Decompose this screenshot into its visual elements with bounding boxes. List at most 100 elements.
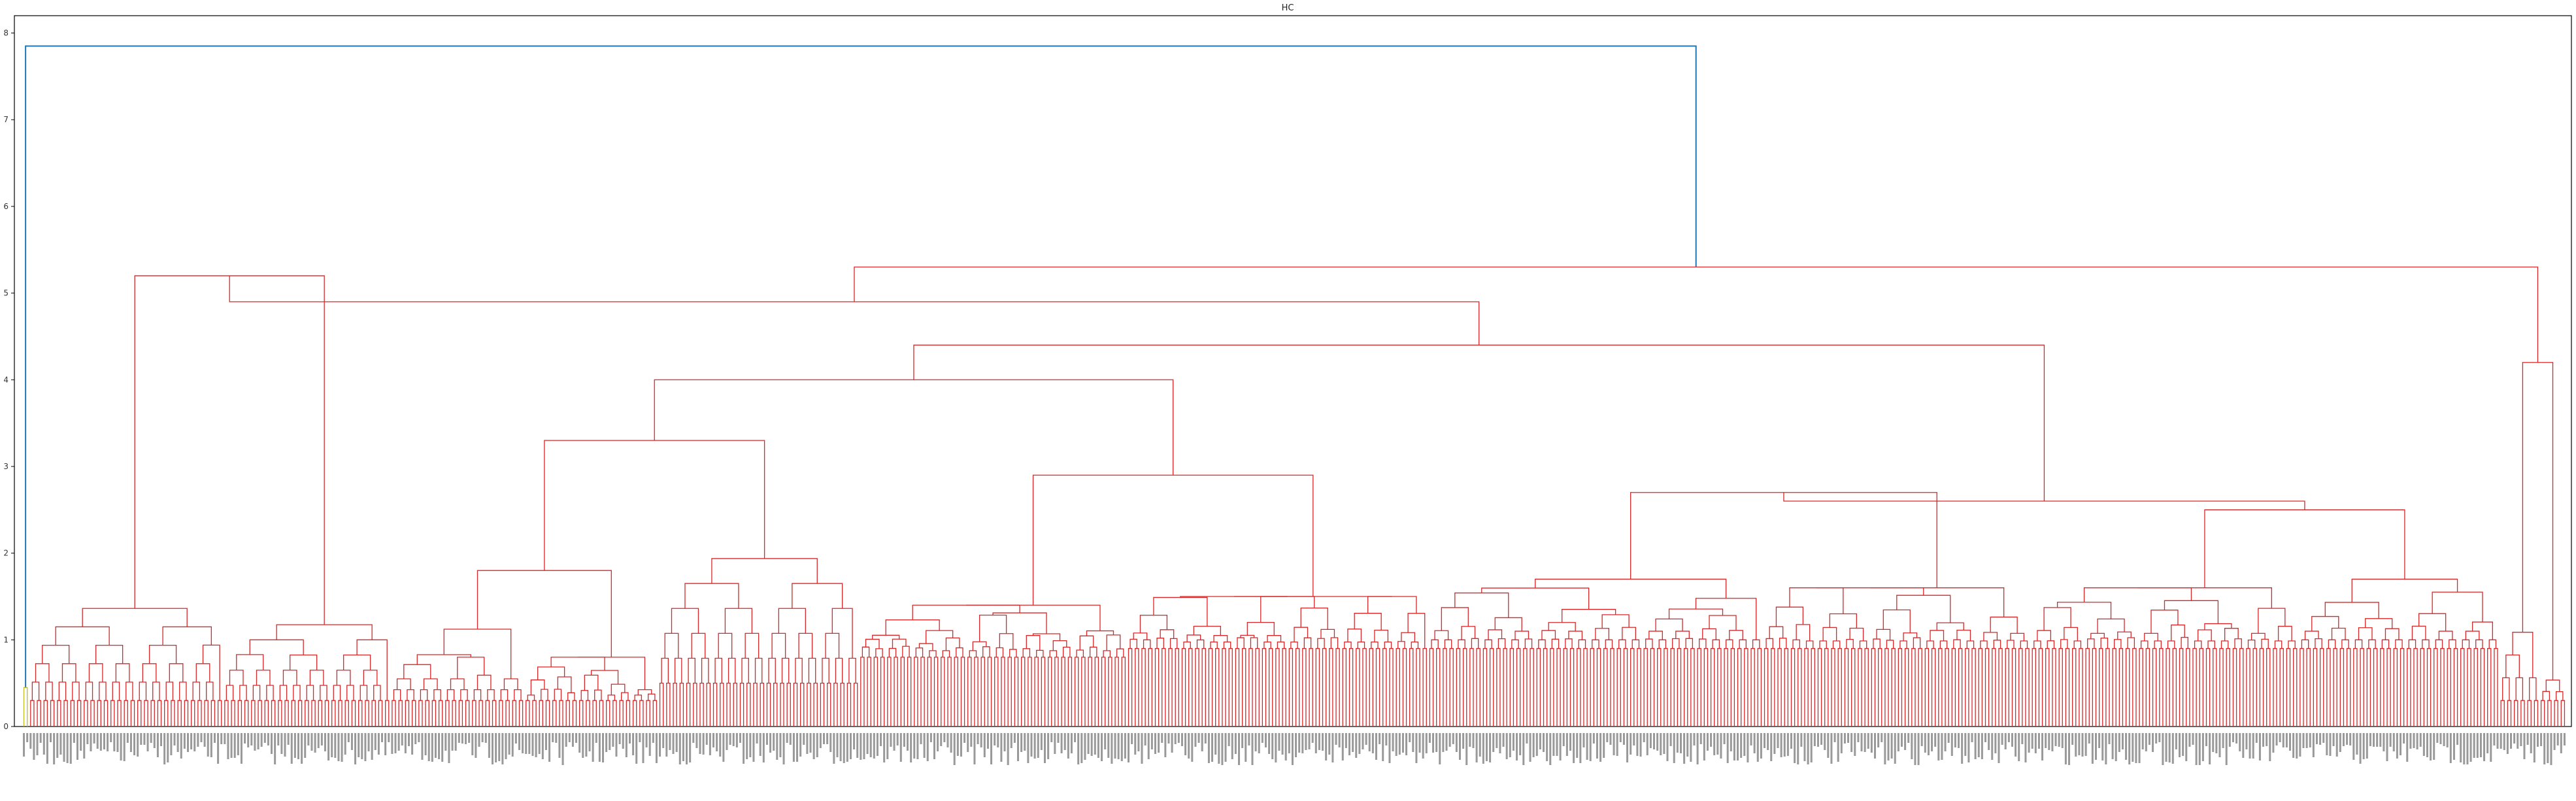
dendrogram-link bbox=[2366, 647, 2371, 727]
dendrogram-link bbox=[1783, 492, 2305, 510]
leaf-label bbox=[1967, 733, 1970, 762]
dendrogram-link bbox=[954, 657, 958, 727]
leaf-label bbox=[2392, 733, 2395, 751]
dendrogram-link bbox=[786, 683, 791, 727]
dendrogram-link bbox=[1462, 647, 1467, 727]
leaf-label bbox=[167, 733, 169, 762]
dendrogram-link bbox=[1121, 657, 1126, 727]
dendrogram-link bbox=[1966, 640, 1975, 649]
dendrogram-link bbox=[2213, 647, 2217, 727]
leaf-label bbox=[233, 733, 236, 758]
dendrogram-link bbox=[1443, 647, 1447, 727]
leaf-label bbox=[1379, 733, 1381, 744]
leaf-label bbox=[371, 733, 373, 760]
dendrogram-link bbox=[527, 695, 535, 701]
leaf-label bbox=[963, 733, 966, 743]
leaf-label bbox=[833, 733, 835, 764]
leaf-label bbox=[1941, 733, 1943, 760]
dendrogram-link bbox=[1228, 647, 1233, 727]
dendrogram-link bbox=[2339, 647, 2345, 727]
dendrogram-link bbox=[1869, 587, 2005, 617]
leaf-label bbox=[2366, 733, 2368, 759]
dendrogram-link bbox=[1990, 616, 2018, 634]
dendrogram-link bbox=[1656, 647, 1662, 727]
leaf-label bbox=[1991, 733, 1994, 760]
leaf-label bbox=[943, 733, 946, 742]
leaf-label bbox=[1914, 733, 1916, 765]
leaf-label bbox=[1395, 733, 1397, 756]
leaf-label bbox=[1565, 733, 1568, 756]
leaf-label bbox=[2209, 733, 2211, 764]
leaf-label bbox=[2041, 733, 2044, 760]
leaf-label bbox=[2282, 733, 2284, 747]
dendrogram-link bbox=[2261, 638, 2269, 649]
dendrogram-link bbox=[2199, 647, 2204, 727]
leaf-label bbox=[2553, 733, 2556, 750]
dendrogram-link bbox=[2247, 639, 2256, 649]
leaf-label bbox=[699, 733, 701, 754]
leaf-label bbox=[956, 733, 959, 756]
leaf-label bbox=[695, 733, 698, 748]
dendrogram-link bbox=[1402, 647, 1407, 727]
dendrogram-link bbox=[55, 626, 110, 646]
dendrogram-link bbox=[76, 700, 82, 727]
leaf-label bbox=[36, 733, 39, 755]
leaf-label bbox=[1362, 733, 1364, 749]
leaf-label bbox=[789, 733, 792, 745]
leaf-label bbox=[980, 733, 982, 747]
leaf-label bbox=[2061, 733, 2064, 748]
dendrogram-link bbox=[2139, 647, 2143, 727]
leaf-label bbox=[1656, 733, 1659, 751]
leaf-label bbox=[2007, 733, 2010, 742]
dendrogram-link bbox=[2098, 647, 2103, 727]
dendrogram-link bbox=[249, 639, 304, 655]
dendrogram-link bbox=[2011, 647, 2016, 727]
leaf-label bbox=[1582, 733, 1585, 747]
leaf-label bbox=[83, 733, 86, 759]
dendrogram-link bbox=[2045, 647, 2050, 727]
dendrogram-link bbox=[1516, 647, 1521, 727]
dendrogram-link bbox=[1086, 630, 1114, 636]
dendrogram-link bbox=[621, 692, 629, 701]
dendrogram-link bbox=[2219, 647, 2224, 727]
leaf-label bbox=[910, 733, 912, 762]
leaf-label bbox=[341, 733, 343, 762]
leaf-label bbox=[1696, 733, 1699, 764]
dendrogram-link bbox=[2150, 610, 2179, 634]
dendrogram-link bbox=[2288, 640, 2296, 649]
leaf-label bbox=[488, 733, 490, 758]
dendrogram-link bbox=[875, 648, 883, 657]
leaf-label bbox=[26, 733, 29, 742]
leaf-label bbox=[2479, 733, 2482, 757]
dendrogram-link bbox=[532, 700, 537, 727]
dendrogram-link bbox=[2440, 647, 2445, 727]
leaf-label bbox=[2500, 733, 2502, 749]
leaf-label bbox=[2302, 733, 2305, 748]
leaf-label bbox=[304, 733, 307, 758]
dendrogram-link bbox=[1583, 647, 1588, 727]
dendrogram-link bbox=[1153, 597, 1208, 627]
dendrogram-link bbox=[1616, 647, 1621, 727]
dendrogram-link bbox=[1481, 587, 1590, 610]
leaf-label bbox=[1843, 733, 1846, 744]
leaf-label bbox=[2547, 733, 2549, 763]
leaf-label bbox=[1994, 733, 1997, 753]
leaf-label bbox=[1770, 733, 1773, 761]
dendrogram-link bbox=[2368, 639, 2376, 649]
dendrogram-link bbox=[1041, 657, 1046, 727]
leaf-label bbox=[1516, 733, 1518, 760]
leaf-label bbox=[2469, 733, 2472, 762]
leaf-label bbox=[2483, 733, 2486, 761]
dendrogram-link bbox=[338, 700, 343, 727]
dendrogram-link bbox=[766, 683, 771, 727]
leaf-label bbox=[2115, 733, 2117, 761]
leaf-label bbox=[511, 733, 514, 757]
leaf-label bbox=[1077, 733, 1080, 764]
dendrogram-link bbox=[1945, 647, 1949, 727]
dendrogram-link bbox=[1129, 638, 1137, 649]
leaf-label bbox=[1881, 733, 1883, 742]
dendrogram-link bbox=[1831, 647, 1835, 727]
leaf-label bbox=[384, 733, 387, 755]
leaf-label bbox=[1854, 733, 1856, 756]
leaf-label bbox=[672, 733, 675, 754]
